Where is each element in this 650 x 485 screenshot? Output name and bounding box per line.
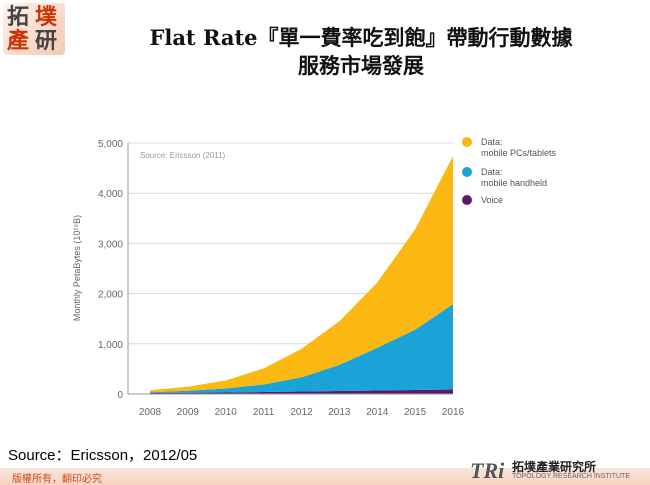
x-tick-label-2013: 2013: [328, 407, 351, 418]
area-series-3: [150, 156, 453, 393]
logo-char-4: 研: [35, 28, 58, 54]
slide-title-line-2: 服務市場發展: [298, 53, 424, 78]
area-series-1: [150, 389, 453, 394]
slide-title: Flat Rate『單一費率吃到飽』帶動行動數據 服務市場發展: [72, 24, 650, 80]
tri-institute-name: 拓墣產業研究所: [512, 460, 597, 474]
x-tick-label-2010: 2010: [215, 407, 238, 418]
chart-source-annotation: Source: Ericsson (2011): [140, 151, 226, 160]
area-series-2: [150, 304, 453, 393]
legend-label-3-line-1: Voice: [481, 195, 503, 205]
y-tick-label-5000: 5,000: [98, 139, 123, 150]
x-tick-label-2011: 2011: [253, 407, 275, 418]
x-tick-label-2012: 2012: [290, 407, 313, 418]
logo-char-3: 產: [7, 28, 30, 54]
y-tick-label-3000: 3,000: [98, 239, 123, 250]
x-tick-label-2015: 2015: [404, 407, 427, 418]
slide-title-line-1: Flat Rate『單一費率吃到飽』帶動行動數據: [149, 25, 573, 50]
legend-label-2-line-2: mobile handheld: [481, 178, 547, 188]
logo-char-1: 拓: [7, 4, 30, 30]
copyright-notice: 版權所有，翻印必究: [12, 474, 102, 485]
logo-char-2: 墣: [35, 4, 58, 30]
source-caption: Source：Ericsson，2012/05: [8, 447, 198, 464]
y-tick-label-4000: 4,000: [98, 189, 123, 200]
legend-swatch-1: [462, 137, 472, 147]
tri-institute-subtitle: TOPOLOGY RESEARCH INSTITUTE: [512, 473, 630, 480]
tri-corner-logo: 拓 墣 產 研: [3, 3, 65, 55]
x-tick-label-2014: 2014: [366, 407, 389, 418]
tri-footer-logo: TRi: [470, 458, 505, 483]
x-tick-label-2009: 2009: [177, 407, 200, 418]
legend-label-1-line-2: mobile PCs/tablets: [481, 148, 557, 158]
x-tick-label-2016: 2016: [442, 407, 465, 418]
footer-bar: [0, 468, 650, 485]
y-axis-title: Monthly PetaBytes (10¹⁵B): [72, 215, 82, 321]
legend-swatch-2: [462, 167, 472, 177]
y-tick-label-0: 0: [117, 390, 123, 401]
legend-label-1-line-1: Data:: [481, 137, 503, 147]
legend-swatch-3: [462, 195, 472, 205]
legend-label-2-line-1: Data:: [481, 167, 503, 177]
y-tick-label-2000: 2,000: [98, 290, 123, 301]
y-tick-label-1000: 1,000: [98, 340, 123, 351]
x-tick-label-2008: 2008: [139, 407, 162, 418]
